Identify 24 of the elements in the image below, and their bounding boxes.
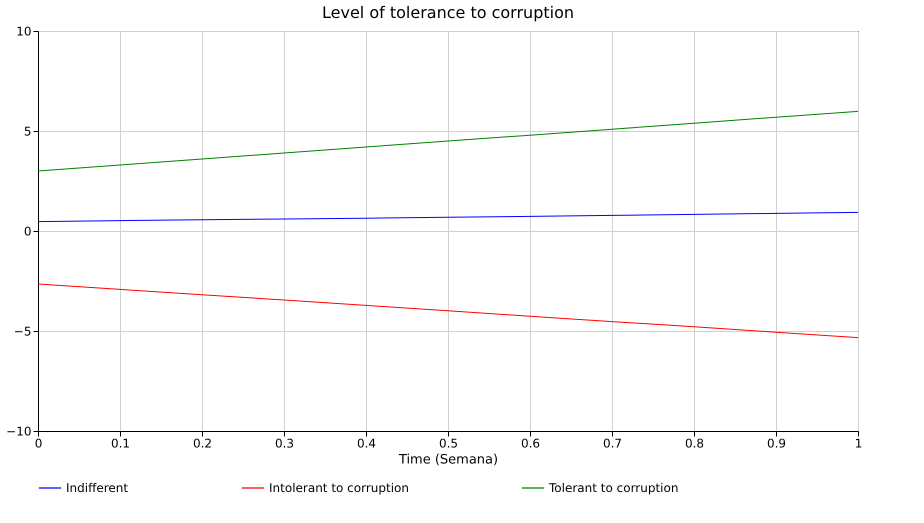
x-axis-title: Time (Semana) (398, 452, 498, 468)
legend-label: Intolerant to corruption (269, 481, 409, 495)
x-tick-label: 0.6 (520, 436, 540, 450)
x-tick-label: 0.3 (274, 436, 294, 450)
x-tick-label: 0.9 (766, 436, 786, 450)
line-series (38, 212, 858, 222)
legend-label: Tolerant to corruption (548, 481, 678, 495)
x-tick-label: 1 (854, 436, 862, 450)
chart-title: Level of tolerance to corruption (322, 3, 574, 22)
x-tick-label: 0.8 (684, 436, 704, 450)
y-tick-label: −5 (14, 324, 32, 338)
legend-label: Indifferent (66, 481, 128, 495)
x-tick-label: 0.5 (438, 436, 458, 450)
x-tick-label: 0 (34, 436, 42, 450)
y-tick-label: 5 (24, 124, 32, 138)
y-tick-label: −10 (6, 424, 32, 438)
line-series (38, 110, 858, 172)
x-tick-label: 0.1 (110, 436, 130, 450)
line-series (38, 284, 858, 338)
y-tick-label: 0 (24, 224, 32, 238)
y-tick-label: 10 (16, 24, 32, 38)
x-tick-label: 0.2 (192, 436, 212, 450)
x-tick-label: 0.4 (356, 436, 376, 450)
x-tick-label: 0.7 (602, 436, 622, 450)
